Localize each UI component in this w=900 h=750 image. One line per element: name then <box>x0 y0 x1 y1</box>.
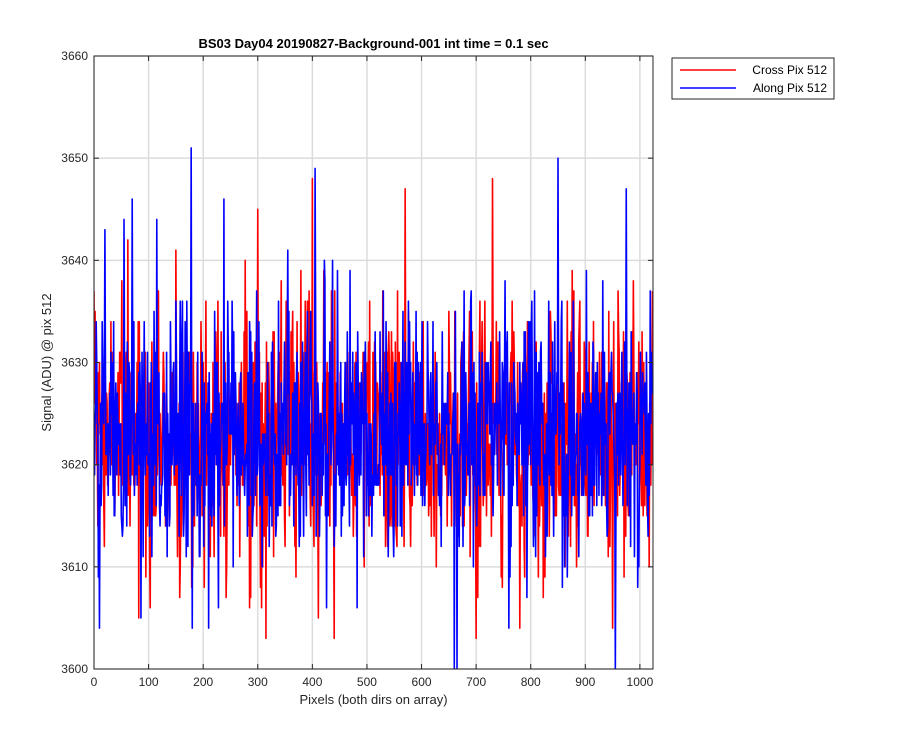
y-tick-label: 3640 <box>61 253 88 267</box>
series-layer <box>94 147 653 669</box>
x-tick-label: 1000 <box>627 675 654 689</box>
y-tick-label: 3600 <box>61 662 88 676</box>
legend-box <box>671 57 835 100</box>
legend-label: Along Pix 512 <box>753 81 827 95</box>
legend: Cross Pix 512 Along Pix 512 <box>671 57 835 100</box>
y-tick-label: 3620 <box>61 458 88 472</box>
x-tick-label: 400 <box>302 675 322 689</box>
x-axis-label: Pixels (both dirs on array) <box>299 692 447 707</box>
x-tick-label: 0 <box>91 675 98 689</box>
x-tick-label: 700 <box>466 675 486 689</box>
y-tick-label: 3610 <box>61 560 88 574</box>
x-tick-label: 800 <box>521 675 541 689</box>
legend-label: Cross Pix 512 <box>752 63 827 77</box>
x-tick-label: 500 <box>357 675 377 689</box>
x-tick-label: 300 <box>248 675 268 689</box>
x-tick-label: 900 <box>575 675 595 689</box>
x-tick-label: 600 <box>412 675 432 689</box>
axis-ticks: 0 100 200 300 400 500 600 700 800 900 1000 3600 3610… <box>61 49 653 689</box>
x-tick-label: 100 <box>139 675 159 689</box>
y-tick-label: 3630 <box>61 356 88 370</box>
y-tick-label: 3650 <box>61 151 88 165</box>
y-tick-label: 3660 <box>61 49 88 63</box>
series-line-along-pix-512 <box>94 147 653 669</box>
y-axis-label: Signal (ADU) @ pix 512 <box>39 293 54 431</box>
chart-title: BS03 Day04 20190827-Background-001 int t… <box>198 36 548 51</box>
x-tick-label: 200 <box>193 675 213 689</box>
